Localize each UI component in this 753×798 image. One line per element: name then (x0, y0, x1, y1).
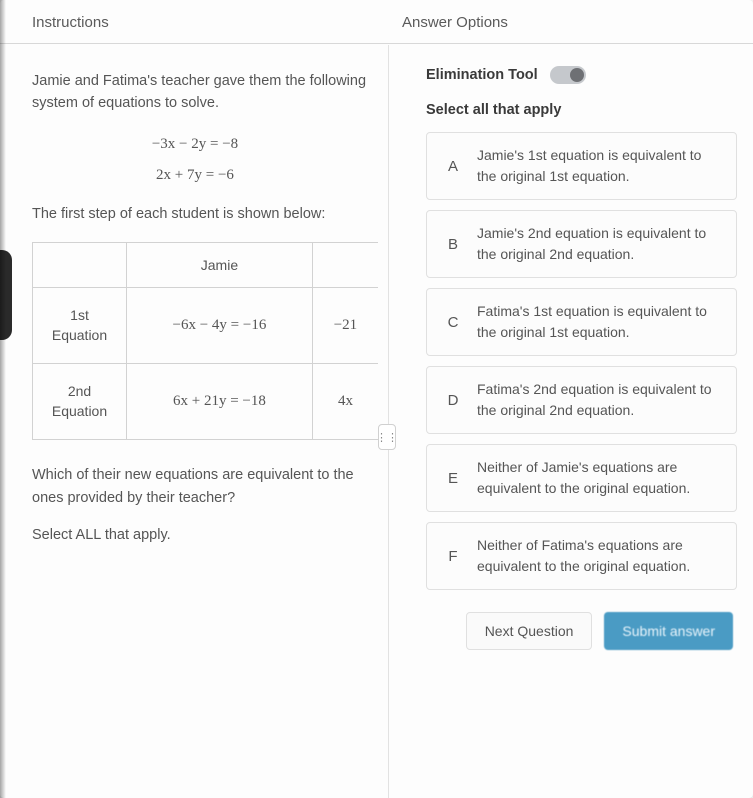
elimination-toggle[interactable] (550, 66, 586, 84)
row1-label-a: 1st (70, 307, 89, 323)
app-frame: Instructions Jamie and Fatima's teacher … (0, 0, 753, 798)
drag-handle-icon[interactable]: ⋮⋮ (378, 424, 396, 450)
shadow-edge (0, 0, 6, 798)
option-e-text: Neither of Jamie's equations are equival… (477, 457, 724, 499)
intro-text: Jamie and Fatima's teacher gave them the… (32, 70, 378, 115)
row2-label-b: Equation (52, 403, 107, 419)
select-all-text: Select ALL that apply. (32, 527, 378, 543)
option-e-letter: E (439, 470, 467, 487)
row1-label-b: Equation (52, 327, 107, 343)
step-text: The first step of each student is shown … (32, 206, 378, 222)
option-b-letter: B (439, 236, 467, 253)
equation-2: 2x + 7y = −6 (12, 160, 378, 192)
option-b-text: Jamie's 2nd equation is equivalent to th… (477, 223, 724, 265)
option-c[interactable]: C Fatima's 1st equation is equivalent to… (426, 288, 737, 356)
option-a-text: Jamie's 1st equation is equivalent to th… (477, 145, 724, 187)
equation-1: −3x − 2y = −8 (12, 129, 378, 161)
next-question-button[interactable]: Next Question (466, 612, 593, 650)
work-table: Jamie 1st Equation −6x − 4y = −16 −21 2n… (32, 242, 378, 440)
option-d-text: Fatima's 2nd equation is equivalent to t… (477, 379, 724, 421)
tab-instructions[interactable]: Instructions (0, 0, 388, 44)
answer-panel: Answer Options Elimination Tool Select a… (388, 0, 753, 798)
option-f-text: Neither of Fatima's equations are equiva… (477, 535, 724, 577)
option-d-letter: D (439, 392, 467, 409)
elimination-row: Elimination Tool (426, 66, 737, 84)
button-row: Next Question Submit answer (426, 612, 737, 650)
select-all-header: Select all that apply (426, 102, 737, 118)
row2-label-a: 2nd (68, 383, 91, 399)
option-a[interactable]: A Jamie's 1st equation is equivalent to … (426, 132, 737, 200)
table-col-jamie: Jamie (127, 242, 313, 287)
option-c-letter: C (439, 314, 467, 331)
table-corner (33, 242, 127, 287)
elimination-label: Elimination Tool (426, 67, 538, 83)
answer-content: Elimination Tool Select all that apply A… (388, 44, 753, 666)
row2-label: 2nd Equation (33, 364, 127, 440)
panel-divider (388, 45, 389, 798)
row1-trunc: −21 (312, 287, 378, 363)
row1-jamie: −6x − 4y = −16 (127, 287, 313, 363)
table-col-trunc (312, 242, 378, 287)
row1-label: 1st Equation (33, 287, 127, 363)
option-a-letter: A (439, 158, 467, 175)
option-f-letter: F (439, 548, 467, 565)
row2-jamie: 6x + 21y = −18 (127, 364, 313, 440)
instructions-panel: Instructions Jamie and Fatima's teacher … (0, 0, 388, 798)
option-e[interactable]: E Neither of Jamie's equations are equiv… (426, 444, 737, 512)
option-b[interactable]: B Jamie's 2nd equation is equivalent to … (426, 210, 737, 278)
option-f[interactable]: F Neither of Fatima's equations are equi… (426, 522, 737, 590)
question-text: Which of their new equations are equival… (32, 464, 378, 509)
option-c-text: Fatima's 1st equation is equivalent to t… (477, 301, 724, 343)
toggle-knob (570, 68, 584, 82)
submit-answer-button[interactable]: Submit answer (604, 612, 733, 650)
equation-block: −3x − 2y = −8 2x + 7y = −6 (12, 129, 378, 192)
row2-trunc: 4x (312, 364, 378, 440)
instructions-content: Jamie and Fatima's teacher gave them the… (0, 44, 388, 563)
tab-answer-options[interactable]: Answer Options (388, 0, 753, 44)
option-d[interactable]: D Fatima's 2nd equation is equivalent to… (426, 366, 737, 434)
